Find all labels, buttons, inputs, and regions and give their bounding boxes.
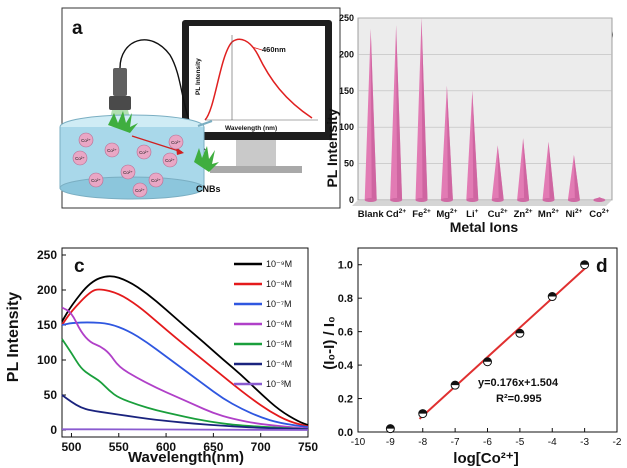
ion-sphere-label: Co²⁺ <box>151 178 161 183</box>
ion-sphere-label: Co²⁺ <box>171 140 181 145</box>
b-y-tick-label: 0 <box>349 195 354 205</box>
c-x-tick-label: 500 <box>61 440 81 454</box>
c-x-tick-label: 650 <box>203 440 223 454</box>
ion-sphere-label: Co²⁺ <box>75 156 85 161</box>
panel-a: a PL Intensity Wavelength (nm) 460nm <box>60 8 340 208</box>
ion-sphere-label: Co²⁺ <box>107 148 117 153</box>
d-x-tick-label: -10 <box>351 437 366 448</box>
b-x-tick-label: Co2+ <box>589 208 609 220</box>
monitor-xlabel: Wavelength (nm) <box>225 125 277 132</box>
c-y-tick-label: 250 <box>37 248 57 262</box>
fit-equation: y=0.176x+1.504 <box>478 377 559 389</box>
c-legend-label: 10⁻³M <box>266 379 291 389</box>
b-x-tick-label: Mn2+ <box>538 208 559 220</box>
c-y-axis-label: PL Intensity <box>5 292 22 382</box>
b-cone-base <box>543 198 555 202</box>
ion-sphere-label: Co²⁺ <box>139 150 149 155</box>
d-x-tick-label: -8 <box>418 437 427 448</box>
d-y-tick-label: 0.2 <box>338 394 353 406</box>
c-legend-label: 10⁻⁵M <box>266 339 292 349</box>
b-y-tick-label: 200 <box>339 49 354 59</box>
d-y-tick-label: 0.6 <box>338 327 353 339</box>
panel-d: d (I₀-I) / I₀ log[Co²⁺] y=0.176x+1.504 R… <box>321 248 622 467</box>
c-series-line <box>62 289 308 426</box>
b-cone-base <box>568 198 580 202</box>
d-y-tick-label: 0.4 <box>338 360 354 372</box>
b-cone-base <box>390 198 402 202</box>
d-y-tick-label: 0.8 <box>338 293 353 305</box>
b-cone-base <box>466 198 478 202</box>
b-x-tick-label: Fe2+ <box>412 208 431 220</box>
b-y-axis-label: PL Intensity <box>324 108 340 187</box>
c-series-line <box>62 429 308 430</box>
d-x-tick-label: -9 <box>386 437 395 448</box>
monitor-peak-label: 460nm <box>262 45 286 54</box>
b-cone-base <box>365 198 377 202</box>
c-legend-label: 10⁻⁴M <box>266 359 292 369</box>
ion-sphere-label: Co²⁺ <box>123 170 133 175</box>
ion-sphere-label: Co²⁺ <box>91 178 101 183</box>
ion-sphere-label: Co²⁺ <box>81 138 91 143</box>
b-cone-base <box>517 198 529 202</box>
c-y-tick-label: 50 <box>44 388 58 402</box>
c-legend-label: 10⁻⁶M <box>266 319 292 329</box>
b-x-axis-label: Metal Ions <box>450 219 519 235</box>
b-cone-base <box>441 198 453 202</box>
d-y-axis-label: (I₀-I) / I₀ <box>321 316 338 370</box>
c-x-axis-label: Wavelength(nm) <box>128 449 244 466</box>
product-label: CNBs <box>196 184 221 194</box>
c-y-tick-label: 100 <box>37 353 57 367</box>
monitor-ylabel: PL Intensity <box>195 58 202 95</box>
b-cone-base <box>593 198 605 202</box>
c-legend-label: 10⁻⁸M <box>266 279 292 289</box>
b-x-tick-label: Zn2+ <box>514 208 533 220</box>
d-x-tick-label: -6 <box>483 437 492 448</box>
d-y-tick-label: 1.0 <box>338 260 353 272</box>
b-y-tick-label: 100 <box>339 122 354 132</box>
b-y-tick-label: 250 <box>339 13 354 23</box>
c-x-tick-label: 550 <box>109 440 129 454</box>
d-x-tick-label: -7 <box>451 437 460 448</box>
c-y-tick-label: 0 <box>50 423 57 437</box>
panel-b: b PL Intensity Metal Ions 05010015020025… <box>324 13 614 235</box>
ion-sphere-label: Co²⁺ <box>135 188 145 193</box>
c-legend-label: 10⁻⁷M <box>266 299 292 309</box>
b-y-tick-label: 50 <box>344 159 354 169</box>
c-y-tick-label: 200 <box>37 283 57 297</box>
panel-c-label: c <box>74 256 85 277</box>
c-legend-label: 10⁻⁹M <box>266 259 292 269</box>
panel-a-label: a <box>72 18 83 39</box>
b-x-tick-label: Cd2+ <box>386 208 406 220</box>
b-cone-base <box>492 198 504 202</box>
d-y-tick-label: 0.0 <box>338 427 353 439</box>
d-x-axis-label: log[Co²⁺] <box>453 450 518 467</box>
b-x-tick-label: Ni2+ <box>565 208 582 220</box>
ion-sphere-label: Co²⁺ <box>165 158 175 163</box>
b-x-tick-label: Blank <box>358 209 385 220</box>
c-x-tick-label: 600 <box>156 440 176 454</box>
panel-d-label: d <box>596 256 608 277</box>
d-x-tick-label: -4 <box>548 437 557 448</box>
d-x-tick-label: -5 <box>515 437 524 448</box>
d-x-tick-label: -2 <box>613 437 622 448</box>
c-y-tick-label: 150 <box>37 318 57 332</box>
panel-c: c PL Intensity Wavelength(nm) 500 550 600 6… <box>5 248 318 466</box>
c-x-tick-label: 700 <box>251 440 271 454</box>
b-y-tick-label: 150 <box>339 86 354 96</box>
fit-r-squared: R²=0.995 <box>496 393 542 405</box>
d-x-tick-label: -3 <box>580 437 589 448</box>
c-x-tick-label: 750 <box>298 440 318 454</box>
b-cone-base <box>416 198 428 202</box>
